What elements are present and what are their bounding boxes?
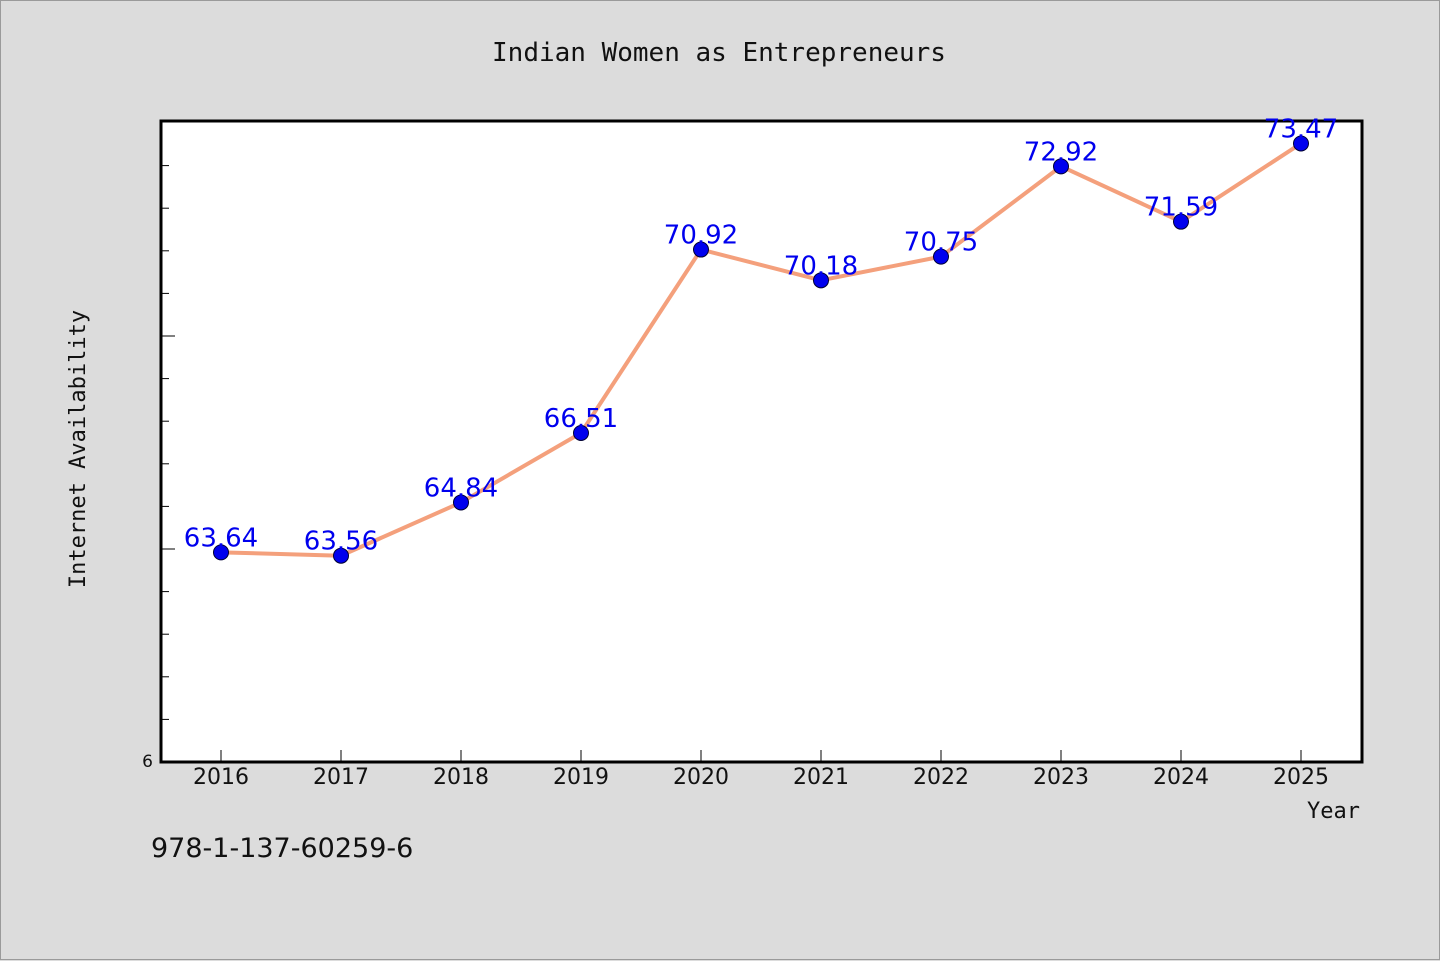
data-point — [333, 547, 349, 564]
y-axis-tick-label: 6 — [142, 752, 153, 772]
data-label: 73.47 — [1264, 114, 1338, 144]
y-axis-label: Internet Availability — [66, 310, 91, 588]
x-tick-label: 2018 — [433, 765, 489, 790]
series-line — [220, 141, 1303, 558]
data-point — [933, 248, 949, 265]
data-point — [813, 272, 829, 289]
x-axis-label: Year — [1307, 799, 1360, 824]
x-axis-tick-labels: 2016 2017 2018 2019 2020 2021 2022 2023 2024 2025 — [193, 765, 1329, 790]
data-point — [1173, 213, 1189, 230]
data-markers — [213, 135, 1309, 564]
data-labels: 63.64 63.56 64.84 66.51 70.92 70.18 70.75 72.92… — [184, 114, 1338, 556]
data-point — [1293, 135, 1309, 152]
x-tick-label: 2016 — [193, 765, 249, 790]
x-tick-label: 2021 — [793, 765, 849, 790]
data-point — [453, 494, 469, 511]
data-label: 63.64 — [184, 523, 258, 553]
x-tick-label: 2019 — [553, 765, 609, 790]
x-tick-label: 2022 — [913, 765, 969, 790]
isbn-text: 978-1-137-60259-6 — [151, 833, 414, 864]
x-tick-label: 2017 — [313, 765, 369, 790]
chart-title: Indian Women as Entrepreneurs — [492, 38, 946, 68]
data-label: 71.59 — [1144, 193, 1218, 223]
data-point — [1053, 158, 1069, 175]
plot-area — [159, 119, 1364, 764]
x-tick-label: 2020 — [673, 765, 729, 790]
y-axis-ticks — [161, 165, 175, 763]
data-label: 66.51 — [544, 404, 618, 434]
data-label: 64.84 — [424, 473, 498, 503]
data-point — [213, 544, 229, 561]
data-label: 72.92 — [1024, 137, 1098, 167]
data-label: 70.18 — [784, 251, 858, 281]
x-tick-label: 2024 — [1153, 765, 1209, 790]
data-point — [693, 241, 709, 258]
x-axis-ticks — [220, 750, 1302, 762]
data-label: 63.56 — [304, 527, 378, 557]
x-tick-label: 2025 — [1273, 765, 1329, 790]
data-label: 70.92 — [664, 221, 738, 251]
series-line-group — [220, 141, 1303, 558]
data-point — [573, 424, 589, 441]
x-tick-label: 2023 — [1033, 765, 1089, 790]
data-label: 70.75 — [904, 228, 978, 258]
